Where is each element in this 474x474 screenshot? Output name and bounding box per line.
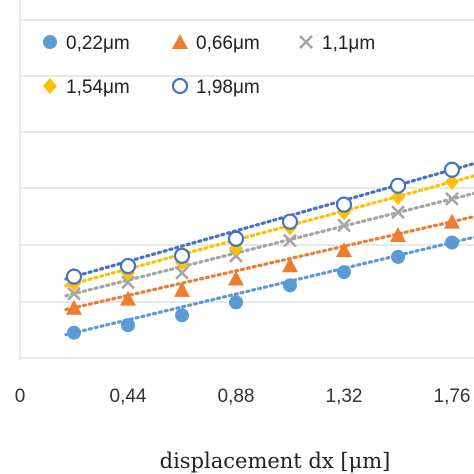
data-point bbox=[443, 161, 461, 178]
data-point bbox=[67, 286, 81, 301]
x-axis: 0 0,44 0,88 1,32 1,76 bbox=[15, 386, 471, 407]
x-mark-stroke bbox=[121, 275, 135, 290]
x-tick-label: 0 bbox=[15, 386, 26, 407]
trendline bbox=[64, 161, 474, 281]
data-point bbox=[389, 177, 407, 194]
data-point bbox=[175, 265, 189, 280]
data-point bbox=[444, 213, 460, 229]
series-4 bbox=[64, 161, 474, 285]
plot-area bbox=[64, 161, 474, 340]
series-0 bbox=[64, 235, 474, 340]
data-point bbox=[445, 192, 459, 206]
data-point bbox=[282, 257, 298, 273]
x-tick-label: 0,88 bbox=[218, 386, 255, 407]
data-point bbox=[336, 242, 352, 258]
legend-item: 1,1μm bbox=[299, 33, 375, 54]
series-1 bbox=[64, 213, 474, 315]
data-point bbox=[391, 189, 405, 206]
data-point bbox=[119, 257, 137, 275]
data-point bbox=[175, 308, 189, 323]
trendline bbox=[64, 174, 474, 288]
data-point bbox=[391, 205, 405, 220]
series-2 bbox=[64, 191, 474, 301]
data-point bbox=[390, 226, 406, 242]
data-point bbox=[173, 247, 191, 264]
x-mark-stroke bbox=[175, 265, 189, 280]
legend-label: 1,54μm bbox=[66, 77, 130, 98]
legend-item: 0,66μm bbox=[172, 33, 260, 54]
x-tick-label: 1,76 bbox=[434, 386, 471, 407]
data-point bbox=[121, 275, 135, 290]
x-tick-label: 1,32 bbox=[326, 386, 363, 407]
x-mark-stroke bbox=[391, 205, 405, 220]
data-point bbox=[121, 318, 135, 333]
trendline bbox=[64, 191, 474, 298]
x-mark-stroke bbox=[67, 286, 81, 301]
trendline bbox=[64, 235, 474, 337]
gridlines bbox=[19, 0, 474, 360]
data-point bbox=[67, 325, 81, 340]
x-mark-stroke bbox=[445, 192, 459, 206]
legend-item: 1,98μm bbox=[171, 77, 260, 98]
x-tick-label: 0,44 bbox=[110, 386, 147, 407]
legend-item: 0,22μm bbox=[43, 33, 130, 54]
data-point bbox=[120, 290, 136, 306]
data-point bbox=[391, 249, 405, 264]
data-point bbox=[283, 233, 297, 248]
data-point bbox=[229, 295, 243, 310]
data-point bbox=[43, 35, 57, 49]
data-point bbox=[228, 270, 244, 286]
data-point bbox=[171, 77, 189, 95]
x-mark-stroke bbox=[337, 218, 351, 233]
data-point bbox=[337, 265, 351, 280]
legend: 0,22μm 0,66μm 1,1μm 1,54μm 1,98μm bbox=[43, 33, 375, 98]
trendline bbox=[64, 215, 474, 312]
data-point bbox=[299, 35, 313, 49]
data-point bbox=[43, 78, 57, 94]
legend-label: 1,98μm bbox=[196, 77, 260, 98]
legend-label: 0,66μm bbox=[196, 33, 260, 54]
legend-label: 1,1μm bbox=[322, 33, 375, 54]
data-point bbox=[281, 213, 299, 230]
data-point bbox=[335, 196, 353, 213]
x-mark-stroke bbox=[299, 35, 313, 49]
data-point bbox=[227, 230, 245, 247]
data-point bbox=[337, 218, 351, 233]
x-mark-stroke bbox=[283, 233, 297, 248]
data-point bbox=[172, 34, 188, 49]
data-point bbox=[174, 281, 190, 297]
legend-item: 1,54μm bbox=[43, 77, 130, 98]
data-point bbox=[445, 235, 459, 250]
data-point bbox=[66, 299, 82, 315]
legend-label: 0,22μm bbox=[66, 33, 130, 54]
x-axis-label: displacement dx [μm] bbox=[160, 449, 391, 473]
data-point bbox=[445, 173, 459, 190]
data-point bbox=[283, 278, 297, 293]
data-point bbox=[65, 268, 83, 285]
